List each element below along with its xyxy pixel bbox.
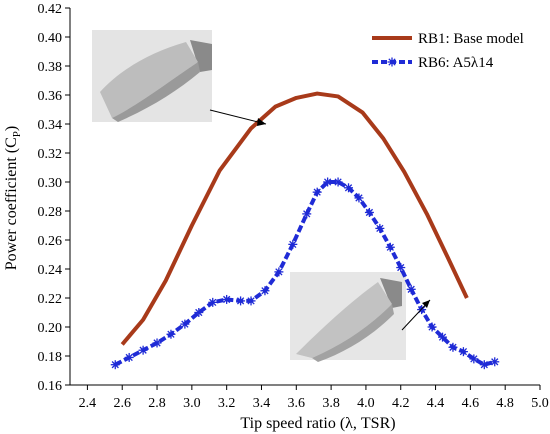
y-tick-label: 0.38	[38, 60, 63, 75]
y-tick-label: 0.24	[38, 263, 63, 278]
y-tick-label: 0.40	[38, 31, 63, 46]
series-line-rb6	[114, 180, 496, 367]
data-point-marker	[354, 193, 364, 203]
data-point-marker	[479, 360, 489, 370]
x-tick-label: 5.0	[531, 396, 549, 411]
data-point-marker	[222, 294, 232, 304]
data-point-marker	[260, 286, 270, 296]
x-tick-label: 3.6	[288, 396, 306, 411]
data-point-marker	[124, 352, 134, 362]
data-point-marker	[406, 284, 416, 294]
x-tick-label: 2.8	[148, 396, 166, 411]
x-tick-label: 3.0	[183, 396, 201, 411]
data-point-marker	[138, 345, 148, 355]
x-tick-label: 4.8	[496, 396, 514, 411]
x-axis-title: Tip speed ratio (λ, TSR)	[240, 415, 395, 432]
y-tick-label: 0.26	[38, 234, 63, 249]
data-point-marker	[396, 263, 406, 273]
modified-blade-image	[290, 272, 406, 362]
data-point-marker	[344, 183, 354, 193]
series-layer	[110, 91, 500, 370]
data-point-marker	[448, 342, 458, 352]
legend-star-marker	[387, 57, 397, 67]
data-point-marker	[427, 322, 437, 332]
legend-label-rb6: RB6: A5λ14	[418, 55, 494, 71]
legend-marker-rb6	[387, 57, 397, 67]
x-tick-label: 4.0	[357, 396, 375, 411]
y-tick-label: 0.30	[38, 176, 63, 191]
legend: RB1: Base model RB6: A5λ14	[372, 31, 524, 71]
series-line-rb1	[120, 91, 469, 346]
y-tick-label: 0.18	[38, 350, 63, 365]
data-point-marker	[469, 354, 479, 364]
data-point-marker	[110, 360, 120, 370]
x-tick-label: 4.6	[462, 396, 480, 411]
data-point-marker	[458, 347, 468, 357]
x-axis-ticks: 2.4 2.6 2.8 3.0 3.2 3.4 3.6 3.8 4.0 4.2 4.4 4.6 4.8 5…	[79, 385, 549, 411]
y-tick-label: 0.22	[38, 292, 63, 307]
data-point-marker	[364, 207, 374, 217]
x-tick-label: 4.2	[392, 396, 410, 411]
x-tick-label: 3.2	[218, 396, 236, 411]
data-point-marker	[312, 187, 322, 197]
data-point-marker	[236, 296, 246, 306]
annotation-arrow-base	[209, 109, 267, 126]
x-tick-label: 2.4	[79, 396, 97, 411]
data-point-marker	[333, 177, 343, 187]
x-tick-label: 4.4	[427, 396, 445, 411]
annotation-arrow-modified	[401, 299, 431, 331]
data-point-marker	[385, 242, 395, 252]
data-point-marker	[438, 332, 448, 342]
y-tick-label: 0.16	[38, 379, 63, 394]
y-axis-title: Power coefficient (CP)	[3, 126, 23, 270]
x-tick-label: 3.8	[322, 396, 340, 411]
data-point-marker	[194, 308, 204, 317]
y-tick-label: 0.20	[38, 321, 63, 336]
axes	[69, 8, 540, 386]
y-axis-ticks: 0.16 0.18 0.20 0.22 0.24 0.26 0.28 0.30 0.32 0.34…	[38, 2, 70, 394]
data-point-marker	[302, 209, 312, 219]
data-point-marker	[180, 319, 190, 329]
data-point-marker	[375, 223, 385, 233]
y-tick-label: 0.28	[38, 205, 63, 220]
legend-label-rb1: RB1: Base model	[418, 31, 524, 47]
data-point-marker	[288, 239, 298, 249]
base-blade-image	[92, 30, 212, 122]
y-tick-label: 0.32	[38, 147, 63, 162]
y-tick-label: 0.34	[38, 118, 63, 133]
data-point-marker	[208, 297, 218, 307]
data-point-marker	[323, 177, 333, 187]
y-tick-label: 0.36	[38, 89, 63, 104]
y-tick-label: 0.42	[38, 2, 63, 17]
data-point-marker	[274, 267, 284, 277]
x-tick-label: 2.6	[113, 396, 131, 411]
data-point-marker	[152, 338, 162, 348]
data-point-marker	[490, 357, 500, 367]
x-tick-label: 3.4	[253, 396, 271, 411]
data-point-marker	[246, 296, 256, 306]
data-point-marker	[166, 329, 176, 339]
